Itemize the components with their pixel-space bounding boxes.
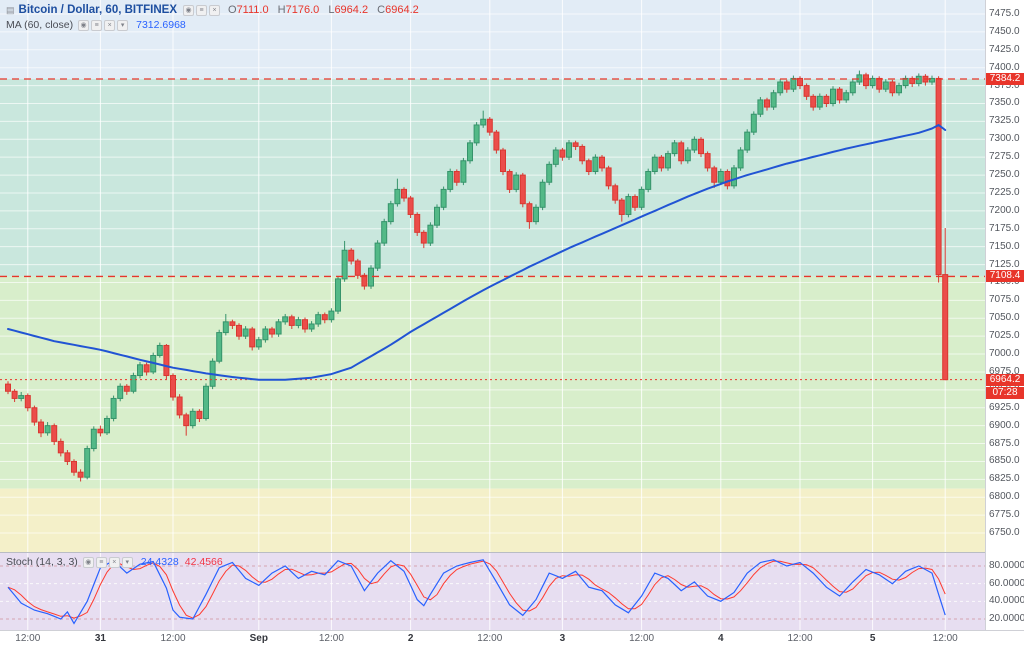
price-axis-label: 7450.0: [989, 25, 1020, 37]
price-axis-label: 6875.0: [989, 437, 1020, 449]
time-axis-label: 2: [407, 633, 414, 644]
symbol-icon: ▤: [6, 4, 15, 15]
price-axis-label: 7150.0: [989, 240, 1020, 252]
open-value: O7111.0: [228, 4, 269, 16]
time-axis-label: 12:00: [15, 633, 41, 644]
price-axis-label: 7375.0: [989, 79, 1020, 91]
stoch-background: [0, 553, 985, 630]
time-axis-label: 31: [94, 633, 106, 644]
time-axis-label: 12:00: [318, 633, 344, 644]
stoch-axis-label: 40.0000: [989, 595, 1024, 607]
price-axis-label: 6975.0: [989, 365, 1020, 377]
close-value: C6964.2: [377, 4, 419, 16]
price-axis-label: 7225.0: [989, 186, 1020, 198]
menu-icon[interactable]: ≡: [95, 556, 107, 568]
price-axis-label: 7350.0: [989, 97, 1020, 109]
time-axis[interactable]: 12:00 31 12:00 Sep 12:00 2 12:00 3 12:00 4 12:00 5 1…: [0, 630, 1024, 645]
price-axis-label: 7075.0: [989, 294, 1020, 306]
ma-line: [7, 124, 947, 381]
stoch-d-line: [7, 560, 946, 619]
menu-icon[interactable]: ≡: [196, 4, 207, 16]
price-axis-label: 6925.0: [989, 401, 1020, 413]
time-axis-label: 12:00: [160, 633, 186, 644]
price-axis-label: 7400.0: [989, 61, 1020, 73]
close-icon[interactable]: ×: [104, 19, 116, 31]
time-axis-label: 12:00: [477, 633, 503, 644]
price-axis-label: 7250.0: [989, 169, 1020, 181]
stoch-axis-label: 80.0000: [989, 560, 1024, 571]
price-line-badge: 6964.2: [986, 373, 1024, 386]
time-axis-label: 12:00: [629, 633, 655, 644]
low-value: L6964.2: [328, 4, 369, 16]
price-axis-label: 7175.0: [989, 222, 1020, 234]
stoch-d-value: 42.4566: [184, 556, 223, 568]
price-axis-label: 7200.0: [989, 204, 1020, 216]
time-axis-label: 4: [718, 633, 724, 644]
price-axis-label: 7050.0: [989, 312, 1020, 324]
stoch-k-value: 24.4328: [140, 556, 179, 568]
countdown-badge: 07:28: [986, 386, 1024, 399]
time-axis-label: 12:00: [787, 633, 813, 644]
price-line-badge: 7384.2: [986, 73, 1024, 85]
close-icon[interactable]: ×: [209, 4, 220, 16]
price-axis-label: 6900.0: [989, 419, 1020, 431]
price-axis-label: 7000.0: [989, 348, 1020, 360]
background-zones: [0, 0, 985, 552]
price-axis-label: 6800.0: [989, 491, 1020, 503]
price-axis[interactable]: 7475.0 7450.0 7425.0 7400.0 7375.0 7350.0 7325…: [985, 0, 1024, 630]
price-axis-label: 7025.0: [989, 330, 1020, 342]
stoch-indicator-pane[interactable]: [0, 553, 985, 630]
stoch-k-line: [7, 559, 946, 625]
symbol-legend: ▤ Bitcoin / Dollar, 60, BITFINEX ◉ ≡ × O…: [6, 4, 425, 16]
price-axis-label: 6825.0: [989, 473, 1020, 485]
price-axis-label: 7275.0: [989, 151, 1020, 163]
menu-icon[interactable]: ≡: [91, 19, 103, 31]
time-axis-label: 12:00: [932, 633, 958, 644]
eye-icon[interactable]: ◉: [183, 4, 194, 16]
price-axis-label: 7300.0: [989, 133, 1020, 145]
price-axis-label: 7125.0: [989, 258, 1020, 270]
dropdown-icon[interactable]: ▾: [121, 556, 133, 568]
price-axis-label: 6775.0: [989, 509, 1020, 521]
eye-icon[interactable]: ◉: [78, 19, 90, 31]
stoch-axis-label: 20.0000: [989, 612, 1024, 624]
price-axis-label: 7325.0: [989, 115, 1020, 127]
pane-separator[interactable]: [0, 552, 985, 553]
stoch-legend: Stoch (14, 3, 3) ◉ ≡ × ▾ 24.4328 42.4566: [6, 556, 223, 568]
close-icon[interactable]: ×: [108, 556, 120, 568]
time-axis-label: Sep: [249, 633, 268, 644]
ma-value: 7312.6968: [136, 19, 186, 31]
price-chart-pane[interactable]: [0, 0, 985, 552]
grid: [0, 13, 985, 534]
candlestick-series: [5, 70, 949, 482]
level-lines: [0, 78, 985, 381]
time-axis-label: 5: [869, 633, 876, 644]
stoch-indicator-title[interactable]: Stoch (14, 3, 3): [6, 556, 78, 568]
price-axis-label: 7475.0: [989, 8, 1020, 19]
dropdown-icon[interactable]: ▾: [117, 19, 129, 31]
ma-indicator-title[interactable]: MA (60, close): [6, 19, 74, 31]
high-value: H7176.0: [277, 4, 320, 16]
eye-icon[interactable]: ◉: [82, 556, 94, 568]
price-axis-label: 6850.0: [989, 455, 1020, 467]
time-axis-label: 3: [559, 633, 566, 644]
symbol-title[interactable]: Bitcoin / Dollar, 60, BITFINEX: [18, 4, 177, 16]
price-axis-label: 7425.0: [989, 43, 1020, 55]
stoch-axis-label: 60.0000: [989, 577, 1024, 589]
price-axis-label: 6750.0: [989, 527, 1020, 539]
ohlc-values: O7111.0 H7176.0 L6964.2 C6964.2: [228, 4, 425, 16]
price-line-badge: 7108.4: [986, 270, 1024, 283]
ma-legend: MA (60, close) ◉ ≡ × ▾ 7312.6968: [6, 19, 186, 31]
